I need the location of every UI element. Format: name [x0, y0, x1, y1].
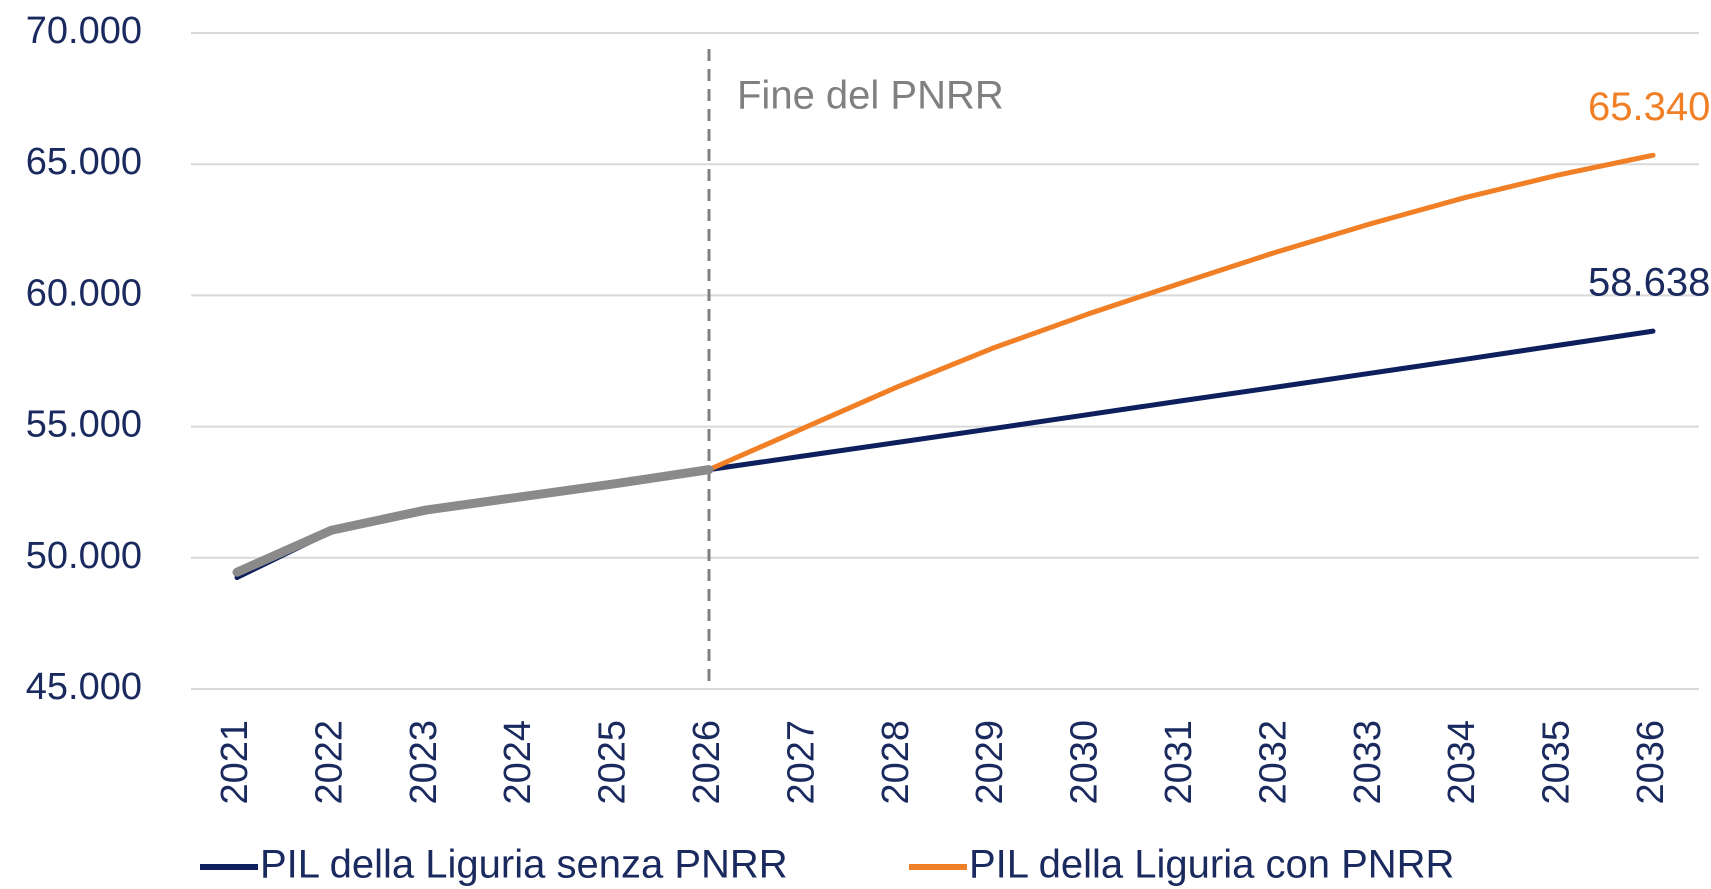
- x-tick-label: 2025: [592, 720, 634, 805]
- x-tick-label: 2028: [875, 720, 917, 805]
- data-label: 58.638: [1588, 261, 1710, 305]
- x-tick-label: 2023: [403, 720, 445, 805]
- legend-label: PIL della Liguria senza PNRR: [260, 843, 788, 887]
- y-tick-label: 70.000: [26, 10, 142, 52]
- x-tick-label: 2021: [214, 720, 256, 805]
- y-tick-label: 45.000: [26, 666, 142, 708]
- x-tick-label: 2033: [1347, 720, 1389, 805]
- annotation-text: Fine del PNRR: [737, 74, 1004, 118]
- y-tick-label: 65.000: [26, 141, 142, 183]
- x-tick-label: 2036: [1630, 720, 1672, 805]
- x-tick-label: 2022: [308, 720, 350, 805]
- y-tick-label: 60.000: [26, 272, 142, 314]
- x-tick-label: 2032: [1252, 720, 1294, 805]
- data-label: 65.340: [1588, 85, 1710, 129]
- legend-label: PIL della Liguria con PNRR: [969, 843, 1454, 887]
- x-tick-label: 2034: [1441, 720, 1483, 805]
- x-tick-label: 2035: [1536, 720, 1578, 805]
- x-tick-label: 2027: [780, 720, 822, 805]
- x-tick-label: 2031: [1158, 720, 1200, 805]
- series-line: [232, 465, 714, 577]
- y-tick-label: 55.000: [26, 404, 142, 446]
- y-tick-label: 50.000: [26, 535, 142, 577]
- x-tick-label: 2024: [497, 720, 539, 805]
- x-tick-label: 2029: [969, 720, 1011, 805]
- x-tick-label: 2030: [1064, 720, 1106, 805]
- x-tick-label: 2026: [686, 720, 728, 805]
